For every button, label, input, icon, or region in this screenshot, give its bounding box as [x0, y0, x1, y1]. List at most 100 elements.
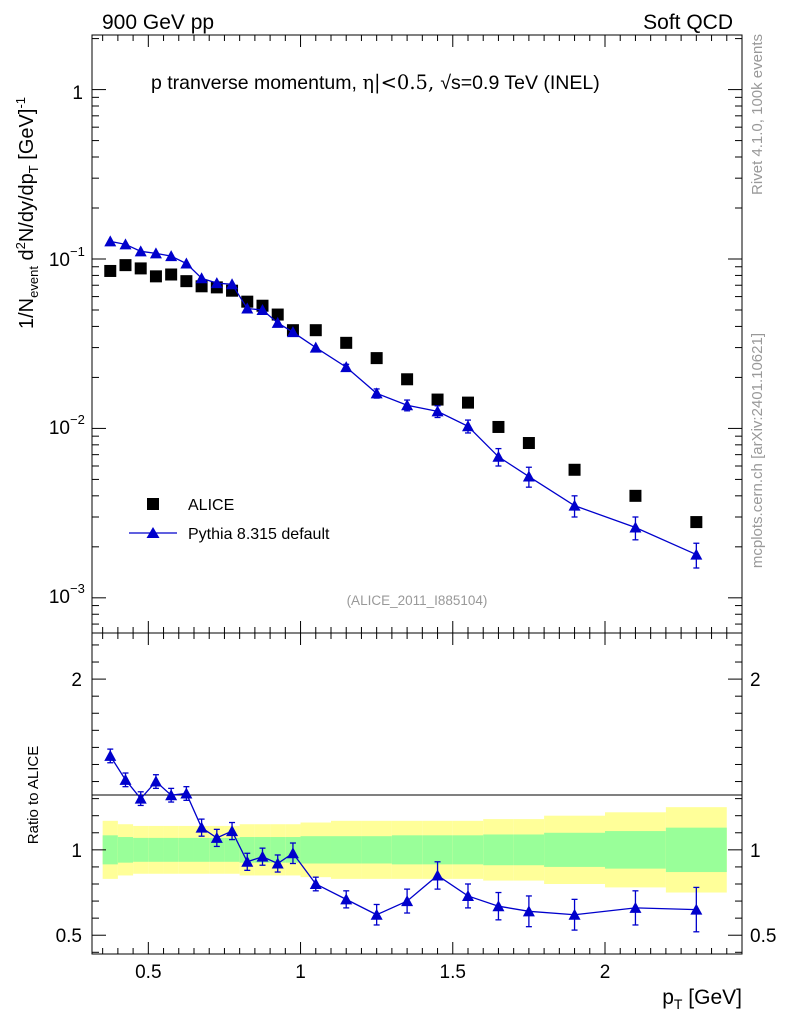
main-plot-frame	[91, 34, 743, 634]
ylabel-part-1: 1/N	[16, 298, 38, 329]
ratio-data-point	[195, 821, 208, 833]
ratio-inner-band-bin	[163, 837, 179, 862]
alice-data-point	[195, 280, 208, 293]
alice-data-point	[149, 270, 162, 283]
x-axis-label: pT [GeV]	[662, 986, 742, 1012]
ratio-y-tick-label-left: 1	[71, 841, 82, 862]
xlabel-p: p	[662, 986, 674, 1009]
ratio-inner-band-bin	[422, 835, 453, 865]
x-tick-label: 0.5	[135, 962, 161, 983]
ratio-data-point	[241, 855, 254, 867]
x-tick-label: 1	[295, 962, 306, 983]
ratio-y-tick-label-right: 1	[750, 841, 761, 862]
alice-data-point	[370, 352, 383, 365]
ylabel-sup-minus1: -1	[13, 97, 28, 109]
ylabel-sub-T: T	[26, 165, 41, 173]
y-tick-label-0.1-exp: −1	[70, 244, 85, 259]
alice-data-point	[522, 437, 535, 450]
pythia-data-point	[431, 405, 444, 417]
legend-pythia-label: Pythia 8.315 default	[188, 526, 330, 543]
alice-data-point	[568, 463, 581, 476]
ratio-y-tick-label-left: 0.5	[56, 926, 82, 947]
rivet-version-label: Rivet 4.1.0, 100k events	[749, 34, 766, 195]
ratio-inner-band-bin	[239, 837, 255, 863]
ratio-y-tick-label-right: 2	[750, 670, 761, 691]
ratio-data-point	[134, 792, 147, 804]
plot-title-energy: s=0.9 TeV (INEL)	[451, 72, 600, 94]
y-tick-2-base: 10	[49, 250, 70, 271]
pythia-data-point	[104, 235, 117, 247]
main-ticks	[92, 35, 743, 633]
ratio-data-point	[340, 893, 353, 905]
ratio-inner-band-bin	[391, 835, 423, 865]
ratio-data-point	[104, 749, 117, 761]
ratio-data-point	[226, 825, 239, 837]
sqrt-symbol: √	[440, 72, 451, 94]
pythia-data-point	[629, 521, 642, 533]
pythia-data-point	[309, 341, 322, 353]
pythia-data-point	[286, 326, 299, 338]
alice-data-point	[134, 262, 147, 275]
ratio-data-point	[461, 889, 474, 901]
pythia-data-point	[134, 245, 147, 257]
x-tick-label: 2	[600, 962, 611, 983]
pythia-data-point	[256, 304, 269, 316]
ratio-plot-frame	[91, 632, 743, 955]
plot-title: p tranverse momentum, η|<0.5, √s=0.9 TeV…	[151, 71, 600, 95]
ratio-inner-band-bin	[330, 836, 362, 864]
pythia-data-point	[180, 257, 193, 269]
ratio-y-axis-label: Ratio to ALICE	[25, 746, 42, 844]
mcplots-label: mcplots.cern.ch [arXiv:2401.10621]	[749, 333, 766, 568]
ratio-inner-band-bin	[300, 836, 331, 864]
ratio-data-point	[180, 787, 193, 799]
ratio-inner-band-bin	[270, 837, 286, 863]
ratio-inner-band-bin	[604, 831, 666, 869]
ratio-data-point	[286, 847, 299, 859]
y-tick-label-0.001-exp: −3	[70, 581, 85, 596]
ratio-line	[109, 755, 697, 916]
ratio-inner-band-bin	[148, 837, 164, 862]
y-tick-1-base: 1	[72, 83, 83, 104]
ratio-data-point	[309, 877, 322, 889]
alice-data-point	[309, 324, 322, 337]
ratio-data-point	[119, 773, 132, 785]
alice-data-point	[690, 516, 703, 529]
ratio-inner-band-bin	[224, 837, 240, 862]
ratio-data-point	[165, 789, 178, 801]
header-left-label: 900 GeV pp	[102, 11, 214, 34]
ratio-inner-band-bin	[102, 835, 118, 865]
plot-title-eta-cut: η|<0.5,	[362, 71, 440, 95]
y-tick-3-base: 10	[49, 418, 70, 439]
legend-pythia-marker	[146, 527, 160, 538]
pythia-data-point	[210, 277, 223, 289]
ratio-inner-band-bin	[193, 837, 210, 862]
ratio-y-tick-label-left: 2	[71, 670, 82, 691]
ylabel-sup-2: 2	[13, 242, 28, 249]
pythia-data-point	[241, 302, 254, 314]
ratio-data-point	[492, 900, 505, 912]
ylabel-sub-event: event	[26, 266, 41, 298]
ylabel-part-2: d	[16, 249, 38, 266]
alice-data-point	[119, 259, 132, 272]
ratio-data-point	[522, 905, 535, 917]
alice-data-point	[492, 420, 505, 433]
alice-data-point	[180, 275, 193, 288]
plot-title-prefix: p tranverse momentum,	[151, 72, 362, 94]
ratio-y-tick-label-right: 0.5	[750, 926, 776, 947]
alice-data-point	[431, 393, 444, 406]
main-data-layer	[104, 235, 703, 569]
ratio-tick-labels: 0.5 0.5 1 1 2 2 0.5 1 1.5 2	[56, 670, 777, 983]
ratio-data-point	[629, 901, 642, 913]
y-tick-label-0.001: 10	[49, 587, 70, 608]
ratio-inner-band-bin	[513, 834, 545, 866]
legend: ALICE Pythia 8.315 default	[129, 497, 330, 543]
header-right-label: Soft QCD	[643, 11, 733, 34]
ratio-data-point	[568, 908, 581, 920]
legend-alice-marker	[147, 498, 159, 510]
y-tick-4-base: 10	[49, 587, 70, 608]
alice-data-point	[165, 268, 178, 281]
x-tick-label: 1.5	[440, 962, 466, 983]
ratio-data-point	[431, 869, 444, 881]
y-tick-label-1: 1	[72, 83, 83, 104]
